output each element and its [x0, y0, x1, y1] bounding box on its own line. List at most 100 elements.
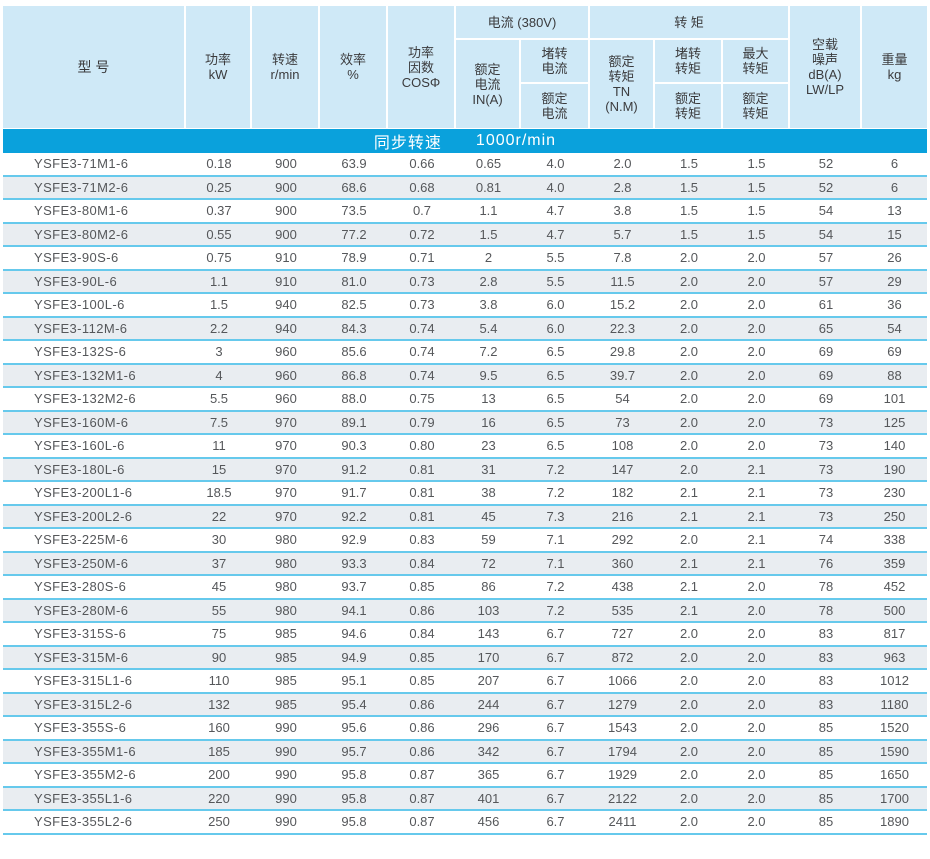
cell-speed: 980	[275, 579, 297, 595]
cell-model: YSFE3-225M-6	[34, 532, 129, 548]
cell-locked-current-ratio: 6.7	[546, 626, 565, 642]
cell-locked-torque-ratio: 2.0	[679, 649, 699, 665]
cell-efficiency: 92.9	[341, 532, 367, 548]
cell-model: YSFE3-80M2-6	[34, 226, 129, 242]
table-row: YSFE3-225M-6 30 980 92.9 0.83 59 7.1 292…	[3, 529, 927, 553]
cell-speed: 910	[275, 273, 297, 289]
cell-locked-current-ratio: 6.5	[546, 391, 565, 407]
cell-rated-current: 3.8	[479, 297, 498, 313]
cell-power-factor: 0.86	[409, 696, 435, 712]
cell-max-torque-ratio: 1.5	[747, 179, 766, 195]
cell-efficiency: 63.9	[341, 156, 367, 172]
cell-noise: 85	[818, 814, 834, 830]
cell-power: 0.18	[206, 156, 232, 172]
cell-efficiency: 94.6	[341, 626, 367, 642]
cell-rated-current: 456	[477, 814, 500, 830]
cell-efficiency: 92.2	[341, 508, 367, 524]
cell-power-factor: 0.87	[409, 790, 435, 806]
cell-power-factor: 0.86	[409, 602, 435, 618]
cell-rated-current: 244	[477, 696, 500, 712]
cell-rated-torque: 727	[611, 626, 634, 642]
cell-model: YSFE3-100L-6	[34, 297, 125, 313]
cell-model: YSFE3-280M-6	[34, 602, 129, 618]
cell-noise: 85	[818, 790, 834, 806]
cell-locked-current-ratio: 6.7	[546, 790, 565, 806]
cell-noise: 83	[818, 673, 834, 689]
table-row: YSFE3-90L-6 1.1 910 81.0 0.73 2.8 5.5 11…	[3, 270, 927, 294]
cell-speed: 990	[275, 767, 297, 783]
cell-speed: 985	[275, 649, 297, 665]
cell-model: YSFE3-132M1-6	[34, 367, 137, 383]
cell-rated-current: 72	[481, 555, 496, 571]
cell-locked-torque-ratio: 1.5	[679, 179, 699, 195]
cell-rated-current: 0.81	[475, 179, 502, 195]
cell-locked-current-ratio: 7.2	[546, 579, 565, 595]
cell-power: 2.2	[209, 320, 229, 336]
cell-rated-torque: 147	[611, 461, 634, 477]
cell-efficiency: 95.1	[341, 673, 367, 689]
cell-locked-current-ratio: 6.7	[546, 720, 565, 736]
cell-rated-torque: 1279	[608, 696, 637, 712]
cell-power: 45	[211, 579, 227, 595]
cell-speed: 990	[275, 790, 297, 806]
table-row: YSFE3-71M2-6 0.25 900 68.6 0.68 0.81 4.0…	[3, 176, 927, 200]
cell-rated-current: 342	[477, 743, 500, 759]
cell-rated-torque: 292	[611, 532, 634, 548]
col-header-locked-torque-denominator: 额定 转矩	[655, 84, 723, 128]
cell-power-factor: 0.81	[409, 508, 435, 524]
cell-max-torque-ratio: 2.1	[747, 532, 766, 548]
cell-locked-current-ratio: 7.1	[546, 555, 565, 571]
cell-power-factor: 0.73	[409, 297, 435, 313]
cell-model: YSFE3-200L2-6	[34, 508, 133, 524]
cell-max-torque-ratio: 1.5	[747, 156, 766, 172]
cell-speed: 940	[275, 297, 297, 313]
cell-max-torque-ratio: 1.5	[747, 203, 766, 219]
cell-efficiency: 93.7	[341, 579, 367, 595]
cell-locked-torque-ratio: 2.0	[679, 814, 699, 830]
cell-locked-current-ratio: 6.5	[546, 344, 565, 360]
table-body: YSFE3-71M1-6 0.18 900 63.9 0.66 0.65 4.0…	[3, 153, 927, 835]
cell-noise: 52	[818, 156, 834, 172]
cell-model: YSFE3-315S-6	[34, 626, 127, 642]
cell-speed: 970	[275, 438, 297, 454]
cell-noise: 85	[818, 767, 834, 783]
cell-locked-torque-ratio: 2.0	[679, 790, 699, 806]
cell-speed: 990	[275, 720, 297, 736]
cell-speed: 980	[275, 532, 297, 548]
cell-speed: 985	[275, 673, 297, 689]
cell-model: YSFE3-160M-6	[34, 414, 129, 430]
cell-rated-current: 5.4	[479, 320, 498, 336]
cell-locked-torque-ratio: 2.0	[679, 344, 699, 360]
cell-power-factor: 0.75	[409, 391, 435, 407]
cell-max-torque-ratio: 2.1	[747, 461, 766, 477]
cell-noise: 69	[818, 367, 834, 383]
cell-efficiency: 89.1	[341, 414, 367, 430]
cell-efficiency: 86.8	[341, 367, 367, 383]
cell-rated-torque: 1794	[608, 743, 637, 759]
cell-power: 22	[211, 508, 227, 524]
cell-power-factor: 0.66	[409, 156, 435, 172]
table-row: YSFE3-315L2-6 132 985 95.4 0.86 244 6.7 …	[3, 693, 927, 717]
cell-model: YSFE3-80M1-6	[34, 203, 129, 219]
cell-power: 18.5	[206, 485, 232, 501]
cell-noise: 76	[818, 555, 834, 571]
cell-rated-torque: 29.8	[609, 344, 636, 360]
cell-power: 0.75	[206, 250, 232, 266]
cell-efficiency: 95.8	[341, 767, 367, 783]
cell-noise: 85	[818, 720, 834, 736]
cell-max-torque-ratio: 2.0	[747, 344, 766, 360]
cell-noise: 83	[818, 626, 834, 642]
cell-efficiency: 94.1	[341, 602, 367, 618]
cell-weight: 817	[883, 626, 906, 642]
cell-rated-torque: 2.0	[613, 156, 632, 172]
cell-model: YSFE3-280S-6	[34, 579, 127, 595]
sync-speed-label: 同步转速	[373, 135, 442, 152]
cell-locked-current-ratio: 4.0	[546, 156, 565, 172]
cell-locked-torque-ratio: 2.1	[679, 485, 699, 501]
cell-power-factor: 0.72	[409, 226, 435, 242]
cell-noise: 85	[818, 743, 834, 759]
cell-locked-current-ratio: 6.7	[546, 673, 565, 689]
cell-locked-torque-ratio: 2.0	[679, 532, 699, 548]
cell-noise: 61	[818, 297, 834, 313]
cell-speed: 900	[275, 226, 297, 242]
